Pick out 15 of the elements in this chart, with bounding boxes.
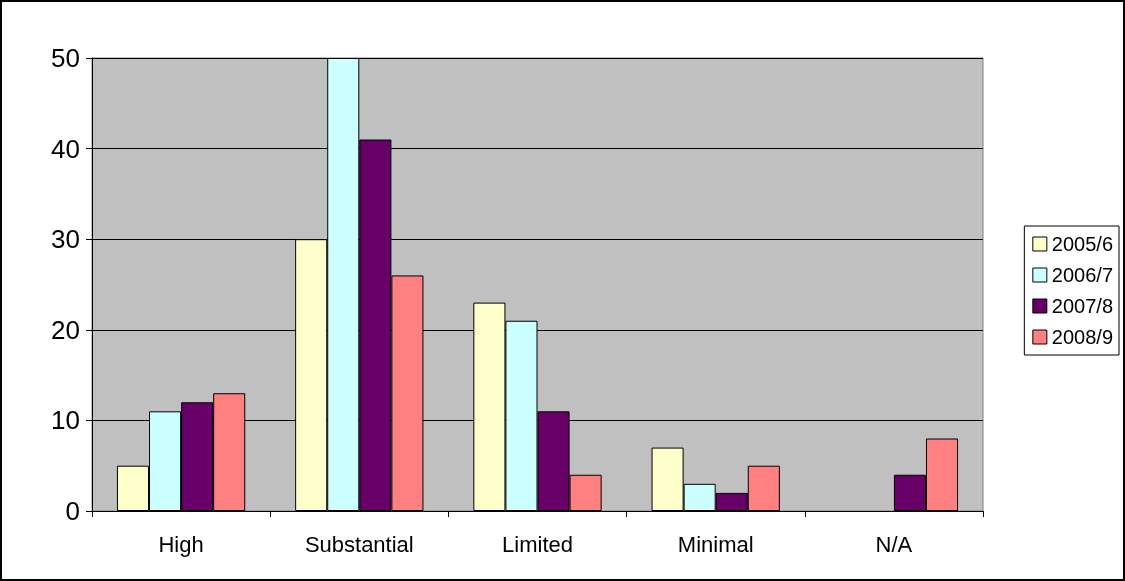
x-tick-label: N/A — [875, 531, 913, 557]
legend-label: 2007/8 — [1051, 295, 1113, 317]
x-tick-label: Limited — [502, 531, 573, 557]
legend-label: 2006/7 — [1051, 264, 1113, 286]
y-tick-label: 20 — [51, 314, 80, 345]
y-tick-label: 0 — [65, 496, 80, 526]
legend-label: 2005/6 — [1051, 233, 1113, 255]
y-tick-label: 30 — [51, 224, 80, 255]
x-tick-label: High — [158, 531, 204, 557]
x-tick-label: Minimal — [677, 531, 754, 557]
y-tick-label: 10 — [51, 405, 80, 436]
y-tick-label: 50 — [51, 43, 80, 73]
x-tick-label: Substantial — [304, 531, 414, 557]
y-tick-label: 40 — [51, 133, 80, 164]
legend-label: 2008/9 — [1051, 326, 1113, 348]
